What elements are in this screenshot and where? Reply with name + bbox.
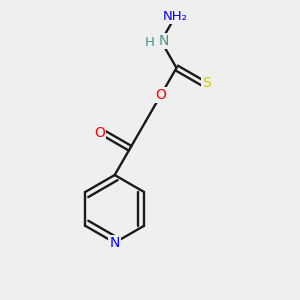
Text: O: O bbox=[94, 126, 105, 140]
Text: S: S bbox=[202, 76, 211, 90]
Text: N: N bbox=[110, 236, 120, 250]
Text: N: N bbox=[159, 34, 169, 48]
Text: H: H bbox=[145, 36, 155, 49]
Text: NH₂: NH₂ bbox=[163, 11, 188, 23]
Text: O: O bbox=[156, 88, 167, 102]
